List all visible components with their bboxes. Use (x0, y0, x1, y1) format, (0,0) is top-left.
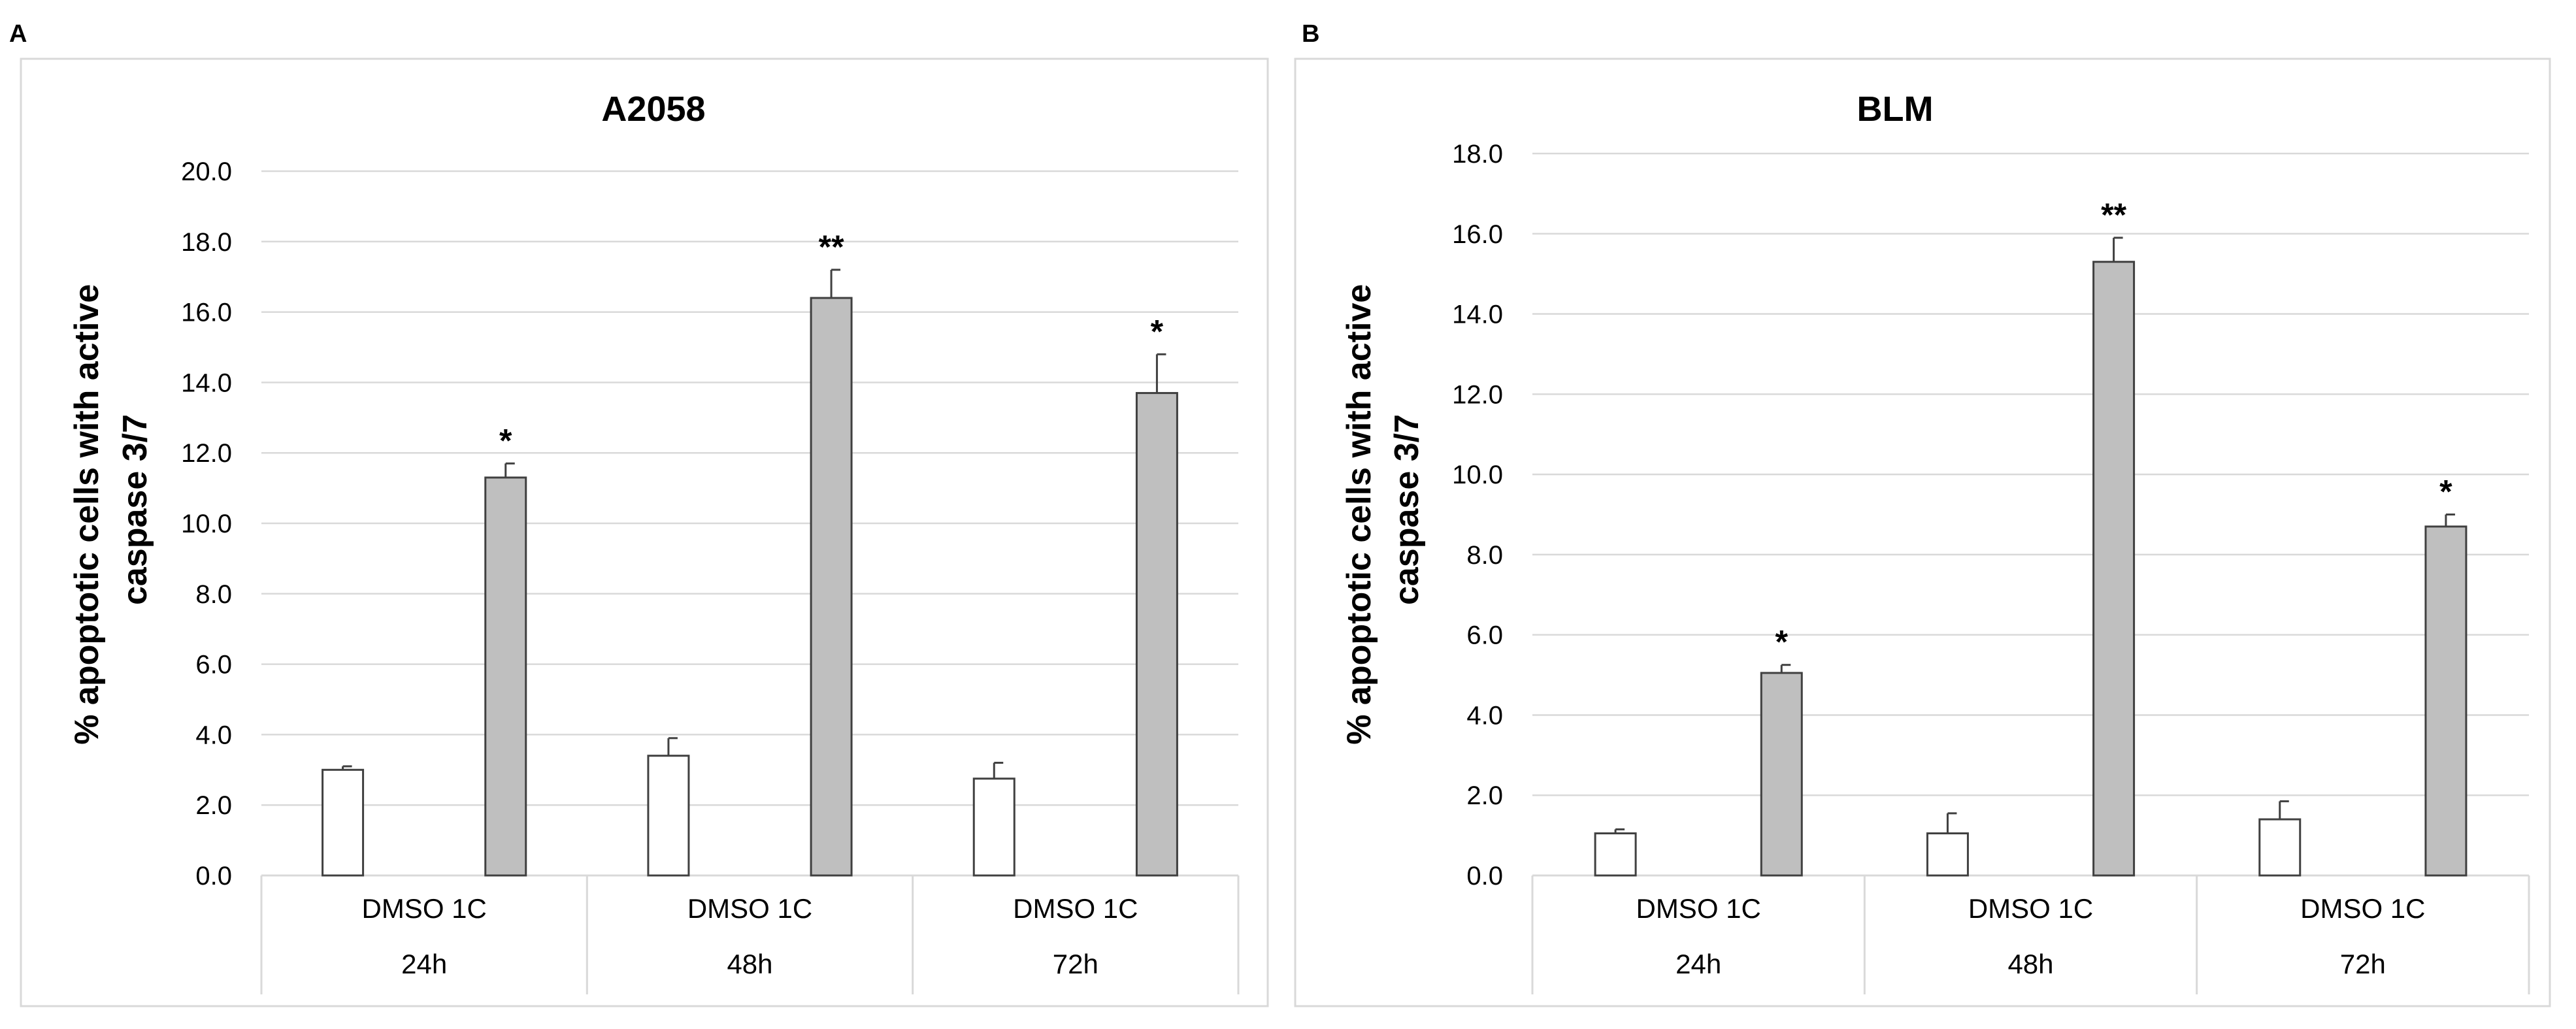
significance-marker: * (1775, 624, 1789, 661)
y-tick-label: 12.0 (1452, 380, 1503, 409)
significance-marker: * (499, 422, 512, 459)
panel-b-frame (1294, 57, 2551, 1007)
category-group-label: 24h (401, 949, 447, 979)
y-tick-label: 0.0 (1466, 862, 1503, 890)
panel-b-letter: B (1302, 20, 1319, 48)
bar-dmso (2258, 818, 2302, 877)
category-series-label: DMSO 1C (2300, 893, 2425, 924)
significance-marker: * (1151, 313, 1164, 350)
y-tick-label: 18.0 (1452, 140, 1503, 169)
y-tick-label: 10.0 (181, 510, 232, 538)
y-tick-label: 2.0 (1466, 781, 1503, 810)
bar-1c (484, 476, 527, 877)
bar-1c (1135, 392, 1178, 877)
bar-dmso (647, 755, 690, 877)
significance-marker: * (2439, 474, 2452, 510)
significance-marker: ** (819, 229, 844, 265)
bar-dmso (322, 768, 365, 877)
panel-b: B BLM % apoptotic cells with active casp… (1294, 20, 2551, 1007)
category-series-label: DMSO 1C (1968, 893, 2093, 924)
panel-a: A A2058 % apoptotic cells with active ca… (9, 20, 1269, 1007)
panel-a-plot: 0.0 2.0 4.0 6.0 8.0 10.0 12.0 14.0 16.0 18.0 20.0 D… (181, 157, 1240, 994)
panel-a-letter: A (9, 20, 27, 48)
panel-b-ylabel: % apoptotic cells with active caspase 3/… (1340, 274, 1426, 745)
y-tick-label: 14.0 (1452, 301, 1503, 329)
panel-a-ylabel-line-2: caspase 3/7 (116, 414, 154, 605)
y-tick-label: 14.0 (181, 368, 232, 397)
panel-a-ylabel: % apoptotic cells with active caspase 3/… (68, 274, 154, 745)
bar-dmso (972, 777, 1016, 877)
category-group-label: 48h (727, 949, 772, 979)
panel-b-ylabel-line-1: % apoptotic cells with active (1340, 284, 1378, 745)
panel-b-plot: 0.0 2.0 4.0 6.0 8.0 10.0 12.0 14.0 16.0 18.0 DMSO … (1452, 140, 2530, 994)
y-tick-label: 4.0 (1466, 701, 1503, 730)
y-tick-label: 16.0 (181, 299, 232, 327)
category-group-label: 24h (1676, 949, 1721, 979)
category-group-label: 48h (2007, 949, 2053, 979)
category-series-label: DMSO 1C (1013, 893, 1138, 924)
bar-1c (2092, 261, 2136, 877)
bar-1c (1760, 672, 1803, 877)
y-tick-label: 18.0 (181, 228, 232, 257)
bar-1c (810, 297, 853, 877)
panel-b-title: BLM (1857, 90, 1934, 129)
panel-b-ylabel-line-2: caspase 3/7 (1388, 414, 1426, 605)
y-tick-label: 6.0 (195, 651, 232, 679)
y-tick-label: 0.0 (195, 862, 232, 890)
y-tick-label: 20.0 (181, 157, 232, 186)
category-group-label: 72h (1053, 949, 1098, 979)
y-tick-label: 8.0 (1466, 541, 1503, 570)
category-series-label: DMSO 1C (361, 893, 486, 924)
panel-a-frame (20, 57, 1269, 1007)
bar-dmso (1926, 832, 1969, 877)
y-tick-label: 12.0 (181, 439, 232, 468)
y-tick-label: 16.0 (1452, 220, 1503, 249)
category-series-label: DMSO 1C (687, 893, 812, 924)
category-series-label: DMSO 1C (1636, 893, 1760, 924)
category-group-label: 72h (2340, 949, 2386, 979)
y-tick-label: 6.0 (1466, 621, 1503, 650)
y-tick-label: 4.0 (195, 721, 232, 749)
bar-1c (2424, 525, 2468, 877)
bar-dmso (1594, 832, 1637, 877)
y-tick-label: 8.0 (195, 580, 232, 609)
panel-a-ylabel-line-1: % apoptotic cells with active (68, 284, 106, 745)
panel-a-title: A2058 (601, 90, 705, 129)
significance-marker: ** (2101, 197, 2126, 233)
y-tick-label: 10.0 (1452, 461, 1503, 489)
y-tick-label: 2.0 (195, 791, 232, 820)
